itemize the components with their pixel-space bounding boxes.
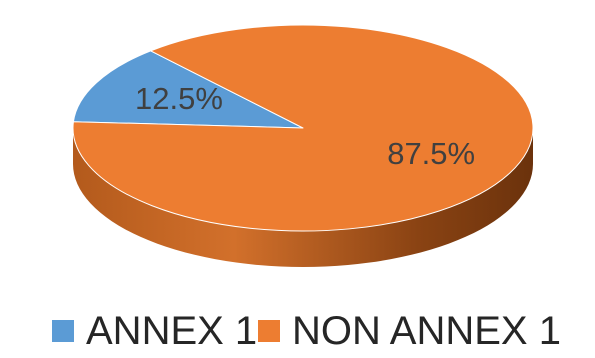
legend: ANNEX 1 NON ANNEX 1 — [0, 304, 595, 358]
legend-swatch-annex-1 — [52, 320, 74, 342]
pie-slice-annex-1 — [72, 50, 304, 129]
data-label-non-annex-1: 87.5% — [387, 136, 475, 171]
data-label-annex-1: 12.5% — [135, 81, 223, 116]
legend-swatch-non-annex-1 — [258, 320, 280, 342]
legend-item-non-annex-1: NON ANNEX 1 — [258, 304, 561, 358]
legend-item-annex-1: ANNEX 1 — [52, 304, 257, 358]
legend-label-annex-1: ANNEX 1 — [86, 309, 258, 353]
pie-side-non-annex-1 — [73, 128, 533, 267]
pie-slice-non-annex-1 — [72, 24, 534, 232]
legend-label-non-annex-1: NON ANNEX 1 — [292, 309, 561, 353]
